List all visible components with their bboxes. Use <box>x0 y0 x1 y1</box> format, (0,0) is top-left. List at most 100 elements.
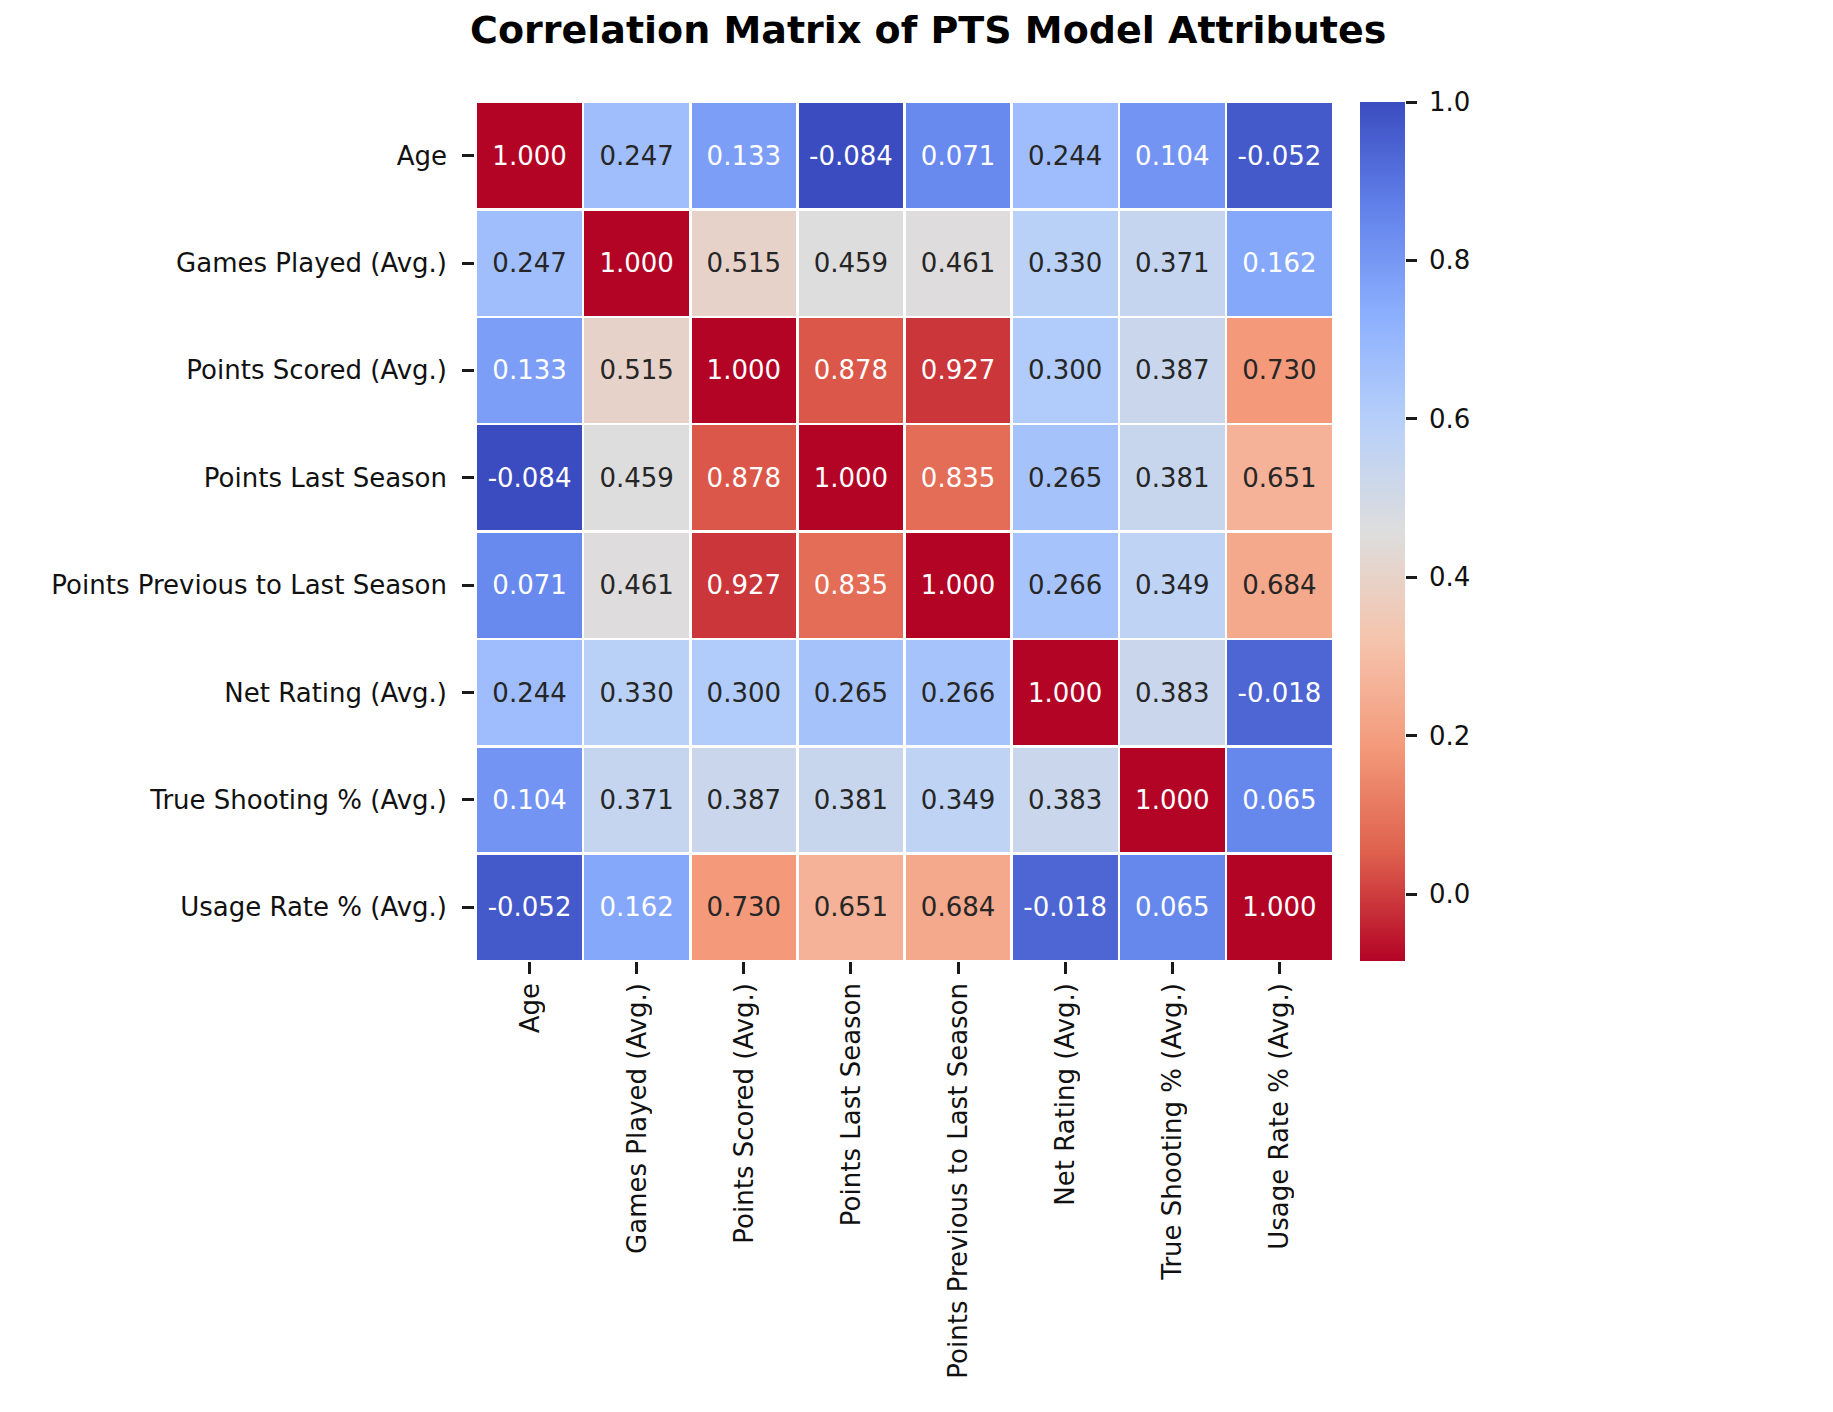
tick-mark <box>1171 962 1174 974</box>
cell-value: 0.387 <box>1135 357 1209 383</box>
cell-value: 0.515 <box>707 250 781 276</box>
cell-value: -0.018 <box>1238 680 1322 706</box>
cell-value: 0.330 <box>599 680 673 706</box>
heatmap-cell: 0.065 <box>1227 748 1332 853</box>
y-tick-label: Points Previous to Last Season <box>0 570 447 600</box>
cell-value: 0.459 <box>814 250 888 276</box>
cell-value: -0.084 <box>488 465 572 491</box>
heatmap-cell: 0.300 <box>1013 318 1118 423</box>
cell-value: -0.052 <box>488 894 572 920</box>
heatmap-cell: 0.927 <box>692 533 797 638</box>
cell-value: 0.244 <box>492 680 566 706</box>
heatmap-cell: 0.371 <box>1120 211 1225 316</box>
colorbar-tick-mark <box>1406 259 1417 262</box>
tick-mark <box>1064 962 1067 974</box>
heatmap-cell: 0.300 <box>692 640 797 745</box>
heatmap-cell: 0.515 <box>584 318 689 423</box>
cell-value: 0.371 <box>1135 250 1209 276</box>
heatmap-cell: 0.265 <box>1013 425 1118 530</box>
tick-mark <box>462 476 474 479</box>
colorbar-tick-label: 0.2 <box>1429 721 1470 751</box>
heatmap-cell: 0.104 <box>1120 103 1225 208</box>
heatmap-cell: 1.000 <box>1120 748 1225 853</box>
cell-value: 0.387 <box>707 787 781 813</box>
heatmap-cell: 0.330 <box>1013 211 1118 316</box>
cell-value: 0.247 <box>492 250 566 276</box>
tick-mark <box>462 691 474 694</box>
heatmap-cell: 0.330 <box>584 640 689 745</box>
tick-mark <box>462 906 474 909</box>
y-tick-label: Points Scored (Avg.) <box>0 355 447 385</box>
colorbar-tick-mark <box>1406 417 1417 420</box>
cell-value: 0.684 <box>1242 572 1316 598</box>
heatmap-cell: 0.266 <box>1013 533 1118 638</box>
heatmap-cell: 0.651 <box>1227 425 1332 530</box>
heatmap-cell: 1.000 <box>906 533 1011 638</box>
heatmap-cell: 0.878 <box>692 425 797 530</box>
tick-mark <box>462 798 474 801</box>
x-tick-label-text: Net Rating (Avg.) <box>1048 983 1082 1206</box>
cell-value: 0.162 <box>599 894 673 920</box>
tick-mark <box>528 962 531 974</box>
heatmap-cell: 0.515 <box>692 211 797 316</box>
cell-value: -0.084 <box>809 143 893 169</box>
heatmap-cell: 0.266 <box>906 640 1011 745</box>
cell-value: 0.071 <box>492 572 566 598</box>
tick-mark <box>957 962 960 974</box>
heatmap-cell: 0.071 <box>477 533 582 638</box>
x-tick-label: Usage Rate % (Avg.) <box>1262 983 1296 1250</box>
tick-mark <box>462 369 474 372</box>
cell-value: 0.265 <box>1028 465 1102 491</box>
heatmap-cell: 1.000 <box>799 425 904 530</box>
figure: Correlation Matrix of PTS Model Attribut… <box>0 0 1833 1412</box>
cell-value: 0.266 <box>921 680 995 706</box>
heatmap-cell: 1.000 <box>1013 640 1118 745</box>
cell-value: 1.000 <box>921 572 995 598</box>
cell-value: -0.018 <box>1023 894 1107 920</box>
y-tick-label: Points Last Season <box>0 463 447 493</box>
heatmap-cell: 0.387 <box>692 748 797 853</box>
heatmap-cell: -0.018 <box>1013 855 1118 960</box>
heatmap-cell: -0.084 <box>477 425 582 530</box>
cell-value: 0.266 <box>1028 572 1102 598</box>
cell-value: 0.730 <box>707 894 781 920</box>
x-tick-label-text: Age <box>513 983 547 1033</box>
heatmap-cell: 0.684 <box>906 855 1011 960</box>
cell-value: 0.730 <box>1242 357 1316 383</box>
colorbar-tick-mark <box>1406 734 1417 737</box>
heatmap-cell: 0.381 <box>799 748 904 853</box>
tick-mark <box>462 154 474 157</box>
cell-value: 0.461 <box>599 572 673 598</box>
x-tick-label-text: True Shooting % (Avg.) <box>1155 983 1189 1280</box>
heatmap-cell: 0.162 <box>584 855 689 960</box>
cell-value: 0.104 <box>1135 143 1209 169</box>
heatmap-cell: 0.684 <box>1227 533 1332 638</box>
tick-mark <box>462 262 474 265</box>
heatmap-cell: 0.387 <box>1120 318 1225 423</box>
heatmap-cell: 0.459 <box>584 425 689 530</box>
cell-value: 1.000 <box>1028 680 1102 706</box>
chart-title: Correlation Matrix of PTS Model Attribut… <box>470 8 1340 52</box>
cell-value: 0.133 <box>492 357 566 383</box>
heatmap-cell: 0.247 <box>477 211 582 316</box>
heatmap-cell: -0.052 <box>477 855 582 960</box>
colorbar-tick-mark <box>1406 576 1417 579</box>
heatmap-cell: 0.071 <box>906 103 1011 208</box>
colorbar-tick-label: 0.8 <box>1429 245 1470 275</box>
x-tick-label-text: Points Scored (Avg.) <box>727 983 761 1244</box>
heatmap-cell: 1.000 <box>477 103 582 208</box>
heatmap-cell: 0.461 <box>906 211 1011 316</box>
x-tick-label: Age <box>513 983 547 1033</box>
y-tick-label: Net Rating (Avg.) <box>0 678 447 708</box>
heatmap-cell: 0.459 <box>799 211 904 316</box>
x-tick-label-text: Points Previous to Last Season <box>941 983 975 1379</box>
heatmap-cell: 0.133 <box>477 318 582 423</box>
cell-value: 1.000 <box>492 143 566 169</box>
cell-value: 0.835 <box>814 572 888 598</box>
heatmap-cell: 0.247 <box>584 103 689 208</box>
cell-value: 0.461 <box>921 250 995 276</box>
heatmap-cell: 0.371 <box>584 748 689 853</box>
heatmap-cell: 0.349 <box>1120 533 1225 638</box>
cell-value: 0.651 <box>814 894 888 920</box>
heatmap-cell: 0.461 <box>584 533 689 638</box>
